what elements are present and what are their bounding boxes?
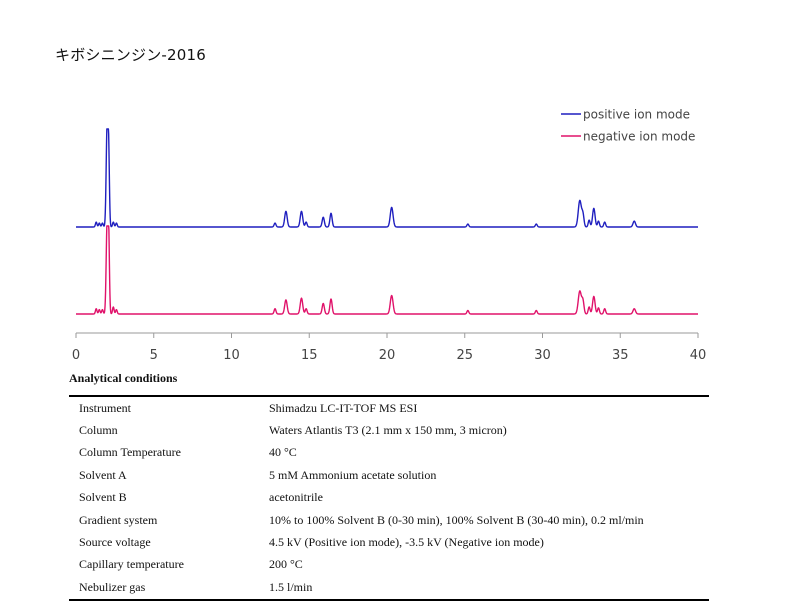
condition-parameter: Gradient system — [79, 512, 158, 527]
conditions-heading: Analytical conditions — [69, 371, 178, 385]
x-tick-label: 40 — [690, 348, 707, 363]
condition-value: 200 °C — [269, 557, 303, 572]
condition-parameter: Nebulizer gas — [79, 579, 146, 594]
legend-label: positive ion mode — [583, 108, 690, 122]
condition-value: 10% to 100% Solvent B (0-30 min), 100% S… — [269, 512, 644, 527]
condition-parameter: Column Temperature — [79, 445, 181, 460]
series-line-positive — [75, 128, 699, 228]
condition-parameter: Column — [79, 423, 118, 438]
x-tick-label: 5 — [150, 348, 158, 363]
x-tick-label: 15 — [301, 348, 318, 363]
condition-value: acetonitrile — [269, 490, 323, 505]
condition-value: Shimadzu LC-IT-TOF MS ESI — [269, 400, 418, 415]
condition-value: 5 mM Ammonium acetate solution — [269, 467, 437, 482]
condition-value: 4.5 kV (Positive ion mode), -3.5 kV (Neg… — [269, 535, 544, 550]
condition-parameter: Instrument — [79, 400, 131, 415]
table-row: Column Temperature 40 °C — [69, 442, 709, 464]
table-row: Capillary temperature 200 °C — [69, 554, 709, 576]
condition-value: 40 °C — [269, 445, 297, 460]
table-row: Gradient system 10% to 100% Solvent B (0-… — [69, 509, 709, 531]
condition-parameter: Solvent B — [79, 490, 127, 505]
condition-parameter: Solvent A — [79, 467, 127, 482]
table-row: Source voltage 4.5 kV (Positive ion mode)… — [69, 531, 709, 553]
table-row: Instrument Shimadzu LC-IT-TOF MS ESI — [69, 396, 709, 419]
table-row: Solvent B acetonitrile — [69, 487, 709, 509]
condition-parameter: Capillary temperature — [79, 557, 184, 572]
table-row: Nebulizer gas 1.5 l/min — [69, 576, 709, 599]
table-row: Solvent A 5 mM Ammonium acetate solution — [69, 464, 709, 486]
condition-value: 1.5 l/min — [269, 579, 313, 594]
condition-parameter: Source voltage — [79, 535, 151, 550]
conditions-table: Instrument Shimadzu LC-IT-TOF MS ESI Colum… — [69, 395, 709, 601]
chart-title: キボシニンジン-2016 — [55, 46, 206, 64]
table-row: Column Waters Atlantis T3 (2.1 mm x 150 m… — [69, 419, 709, 441]
x-tick-label: 30 — [534, 348, 551, 363]
x-tick-label: 20 — [379, 348, 396, 363]
x-tick-label: 35 — [612, 348, 629, 363]
x-tick-label: 25 — [456, 348, 473, 363]
x-tick-label: 10 — [223, 348, 240, 363]
legend-label: negative ion mode — [583, 130, 695, 144]
x-tick-label: 0 — [72, 348, 80, 363]
condition-value: Waters Atlantis T3 (2.1 mm x 150 mm, 3 m… — [269, 423, 507, 438]
chromatogram-chart: 0 5 10 15 20 25 30 35 40 positive ion mode negativ… — [72, 108, 707, 364]
series-line-negative — [75, 225, 699, 315]
